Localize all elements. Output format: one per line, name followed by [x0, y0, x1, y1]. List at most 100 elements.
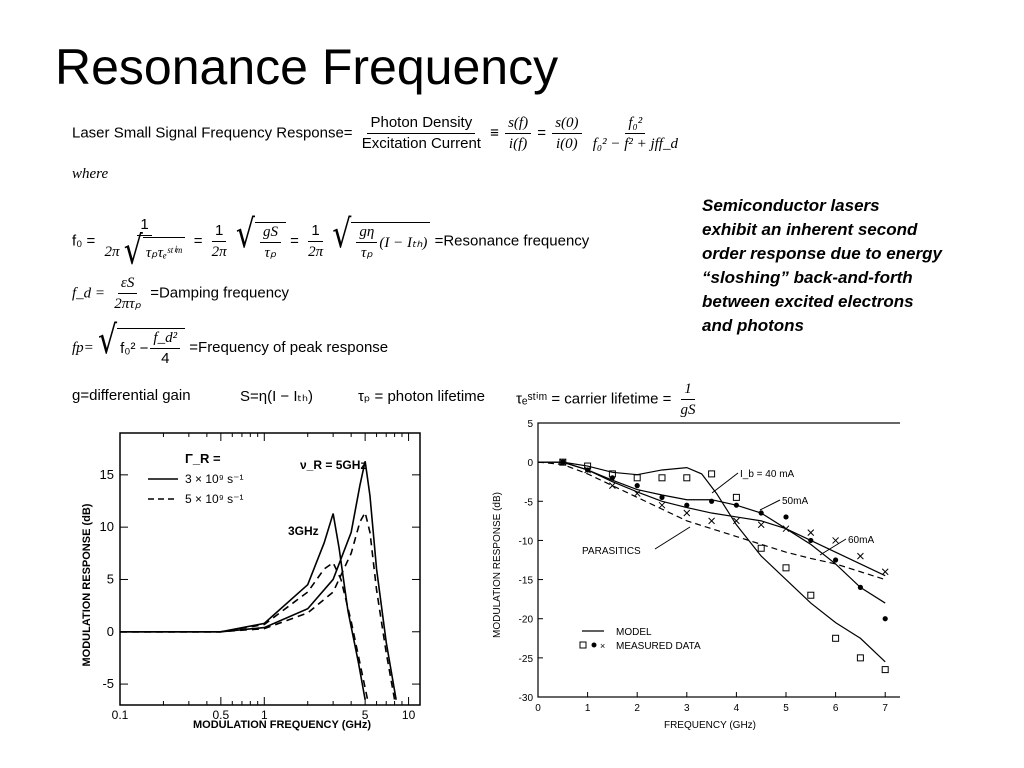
data-point-square	[633, 474, 641, 482]
peak-label: =Frequency of peak response	[189, 338, 389, 356]
annotation-arrow	[759, 499, 781, 511]
data-point-dot	[634, 483, 640, 489]
data-point-square	[683, 474, 691, 482]
series-line-3	[120, 510, 396, 700]
sqrt-symbol: √ f₀² − f_d² 4	[98, 321, 186, 368]
def-s: S=η(I − Iₜₕ)	[240, 388, 314, 405]
data-point-dot	[684, 502, 690, 508]
def-taue: τₑˢᵗⁱᵐ = carrier lifetime = 1 gS	[516, 380, 701, 419]
legend-square-marker	[579, 641, 587, 649]
annotation-arrow	[654, 526, 691, 550]
data-point-square	[881, 666, 889, 674]
page-title: Resonance Frequency	[55, 39, 559, 95]
f0-sq-minus: f₀² −	[120, 340, 149, 357]
x-tick-label: 10	[402, 708, 416, 722]
sqrt-symbol: √ gS τₚ	[236, 215, 286, 262]
excitation-current-text: Excitation Current	[361, 135, 481, 152]
peak-equation: fp= √ f₀² − f_d² 4 =Frequency of peak re…	[72, 321, 389, 368]
data-point-square	[807, 591, 815, 599]
x-tick-label: 3	[684, 703, 690, 714]
note-line: between excited electrons	[702, 292, 914, 311]
data-point-x	[857, 552, 864, 560]
x-axis-label: MODULATION FREQUENCY (GHz)	[193, 719, 371, 731]
x-tick-label: 5	[362, 708, 369, 722]
f0-label: f₀ =	[72, 232, 96, 250]
data-point-x	[683, 509, 691, 517]
def-g: g=differential gain	[72, 387, 191, 404]
current-difference: (I − Iₜₕ)	[379, 234, 428, 251]
data-point-dot	[758, 510, 764, 516]
x-tick-label: 4	[734, 703, 740, 714]
y-tick-label: -5	[524, 497, 533, 508]
data-point-x	[658, 501, 666, 509]
data-point-x	[733, 517, 740, 525]
gs-over-taup: gS τₚ	[259, 223, 281, 262]
damping-equation: f_d = εS 2πτₚ =Damping frequency	[72, 274, 289, 313]
sf-text: s(f)	[505, 114, 532, 134]
x-tick-label: 5	[783, 703, 789, 714]
data-point-dot	[833, 557, 839, 563]
model-curve-0	[538, 461, 886, 663]
x-tick-label: 2	[634, 703, 640, 714]
data-point-square	[658, 474, 666, 482]
data-point-dot	[857, 584, 863, 590]
one-over-gs: 1 gS	[678, 380, 699, 419]
resonance-label: =Resonance frequency	[434, 232, 590, 250]
note-line: exhibit an inherent second	[702, 220, 918, 239]
data-point-x	[881, 568, 889, 576]
modulation-log-chart: MODULATION RESPONSE (dB) MODULATION FREQ…	[81, 432, 421, 731]
resonance-equation: f₀ = 1 2π √ τₚτₑˢᵗⁱᵐ = 1 2π √ gS τₚ = 1 2…	[72, 215, 590, 271]
y-tick-label: -20	[519, 615, 534, 626]
equals-sign: =	[537, 124, 547, 142]
fd-sq-over-4: f_d² 4	[150, 329, 181, 368]
data-point-square	[856, 654, 864, 662]
sf-over-if: s(f) i(f)	[505, 114, 532, 153]
data-point-dot	[783, 514, 789, 520]
data-point-dot	[609, 475, 615, 481]
data-point-x	[782, 525, 790, 533]
x-tick-label: 1	[585, 703, 591, 714]
data-point-square	[708, 470, 716, 478]
two-pi-taup: 2πτₚ	[114, 296, 142, 312]
sqrt-symbol: √ gη τₚ (I − Iₜₕ)	[332, 215, 431, 262]
x-tick-label: 7	[882, 703, 888, 714]
numerator-one: 1	[308, 222, 323, 242]
legend-title: Γ_R =	[185, 451, 221, 466]
taue-text: τₑˢᵗⁱᵐ = carrier lifetime =	[516, 390, 672, 408]
equiv-sign: ≡	[490, 124, 499, 142]
data-point-x	[633, 490, 641, 497]
x-tick-label: 0.1	[112, 708, 129, 722]
sqrt-symbol: √ τₚτₑˢᵗⁱᵐ	[124, 232, 185, 271]
x-tick-label: 1	[261, 708, 268, 722]
annotation-nu-r: ν_R = 5GHz	[300, 458, 366, 472]
x-tick-label: 6	[833, 703, 839, 714]
y-tick-label: -30	[519, 693, 534, 704]
x-tick-label: 0	[535, 703, 541, 714]
modulation-linear-chart: MODULATION RESPONSE (dB) FREQUENCY (GHz)…	[492, 419, 900, 731]
x-tick-label: 0.5	[213, 708, 230, 722]
plot-frame	[119, 432, 421, 706]
series-line-1	[120, 561, 369, 700]
legend-dot-marker	[591, 642, 597, 648]
legend-entry: 5 × 10⁹ s⁻¹	[185, 492, 244, 506]
y-tick-label: 5	[107, 571, 114, 586]
data-point-x	[757, 521, 765, 529]
response-lhs: Laser Small Signal Frequency Response=	[72, 124, 353, 142]
s0-text: s(0)	[552, 114, 582, 134]
legend-model: MODEL	[616, 627, 652, 638]
x-axis-label: FREQUENCY (GHz)	[664, 720, 756, 731]
legend-x-marker: ×	[600, 641, 605, 651]
data-point-square	[757, 544, 765, 552]
i0-text: i(0)	[556, 136, 578, 152]
two-pi: 2π	[104, 243, 120, 260]
annotation-parasitics: PARASITICS	[582, 546, 641, 557]
f0-squared-text: f₀²	[625, 114, 646, 134]
data-point-x	[807, 529, 815, 536]
geta-text: gη	[356, 223, 378, 243]
where-label: where	[72, 166, 109, 182]
gs-text: gS	[259, 223, 281, 243]
model-curve-1	[538, 461, 886, 604]
y-tick-label: 0	[107, 624, 114, 639]
y-tick-label: 0	[527, 458, 533, 469]
model-curve-2	[538, 461, 886, 577]
